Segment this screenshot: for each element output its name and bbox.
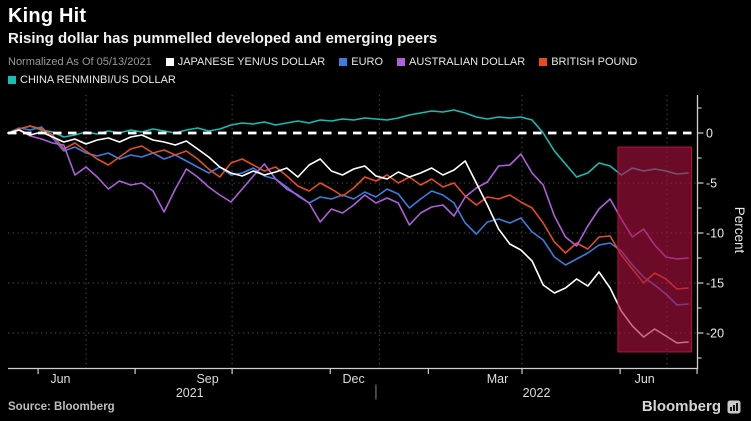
source-label: Source: Bloomberg (8, 401, 115, 413)
y-axis-title: Percent (732, 207, 747, 254)
legend-label: BRITISH POUND (551, 56, 638, 68)
brand: Bloomberg (642, 398, 741, 415)
x-year-label: 2022 (523, 386, 551, 400)
chart-legend: Normalized As Of 05/13/2021 JAPANESE YEN… (8, 56, 743, 86)
legend-swatch (339, 58, 348, 66)
legend-swatch (8, 76, 16, 84)
y-tick-label: -10 (706, 227, 724, 241)
y-tick-label: -5 (706, 177, 717, 191)
brand-wordmark: Bloomberg (641, 398, 721, 415)
legend-label: EURO (351, 56, 384, 68)
page-subtitle: Rising dollar has pummelled developed an… (8, 30, 438, 47)
x-month-label: Jun (635, 372, 655, 386)
highlight-region (617, 146, 692, 353)
y-tick-label: -20 (706, 327, 724, 341)
series-line-australian-dollar (7, 129, 689, 260)
x-month-label: Mar (487, 372, 509, 386)
x-month-label: Jun (50, 372, 70, 386)
legend-swatch (397, 58, 406, 66)
series-line-british-pound (7, 125, 689, 290)
x-month-label: Dec (343, 372, 365, 386)
series-line-china-renminbi-us-dollar (7, 109, 689, 178)
series-line-euro (7, 126, 689, 306)
legend-note: Normalized As Of 05/13/2021 (8, 56, 152, 68)
legend-item-euro: EURO (339, 56, 383, 68)
legend-swatch (165, 58, 174, 66)
legend-item-british-pound: BRITISH POUND (539, 56, 637, 68)
bloomberg-terminal-icon (727, 400, 741, 413)
legend-label: CHINA RENMINBI/US DOLLAR (20, 74, 176, 86)
legend-swatch (539, 58, 548, 66)
legend-label: JAPANESE YEN/US DOLLAR (177, 56, 326, 68)
y-tick-label: 0 (706, 127, 713, 141)
x-month-label: Sep (196, 372, 218, 386)
legend-item-australian-dollar: AUSTRALIAN DOLLAR (397, 56, 525, 68)
series-line-japanese-yen-us-dollar (7, 129, 689, 344)
legend-item-japanese-yen-us-dollar: JAPANESE YEN/US DOLLAR (165, 56, 326, 68)
page-title: King Hit (8, 5, 87, 27)
x-year-label: 2021 (176, 386, 204, 400)
y-tick-label: -15 (706, 277, 724, 291)
legend-label: AUSTRALIAN DOLLAR (409, 56, 526, 68)
legend-item-china-renminbi-us-dollar: CHINA RENMINBI/US DOLLAR (8, 74, 176, 86)
